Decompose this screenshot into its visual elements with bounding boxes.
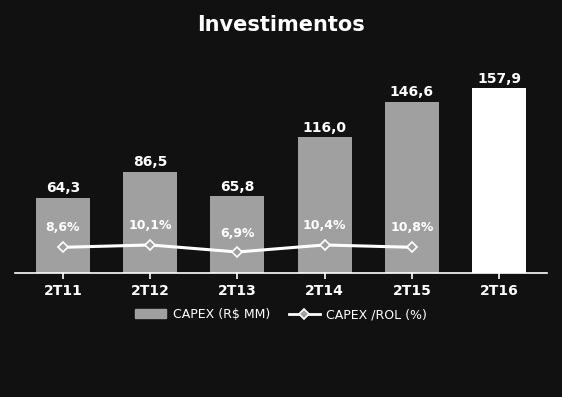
Legend: CAPEX (R$ MM), CAPEX /ROL (%): CAPEX (R$ MM), CAPEX /ROL (%) [130,303,432,326]
Bar [123,172,177,273]
Bar [472,88,526,273]
Text: 116,0: 116,0 [302,121,347,135]
Bar [385,102,439,273]
Text: 10,1%: 10,1% [129,219,172,232]
Text: 86,5: 86,5 [133,156,167,170]
Text: 8,6%: 8,6% [46,222,80,235]
Text: 6,9%: 6,9% [220,227,255,240]
Text: 146,6: 146,6 [390,85,434,99]
Text: 10,4%: 10,4% [303,219,346,232]
Text: 65,8: 65,8 [220,180,255,194]
Bar [210,196,265,273]
Title: Investimentos: Investimentos [197,15,365,35]
Bar [36,198,90,273]
Text: 10,8%: 10,8% [390,222,433,235]
Bar [297,137,352,273]
Text: 157,9: 157,9 [477,72,521,86]
Text: 64,3: 64,3 [46,181,80,195]
